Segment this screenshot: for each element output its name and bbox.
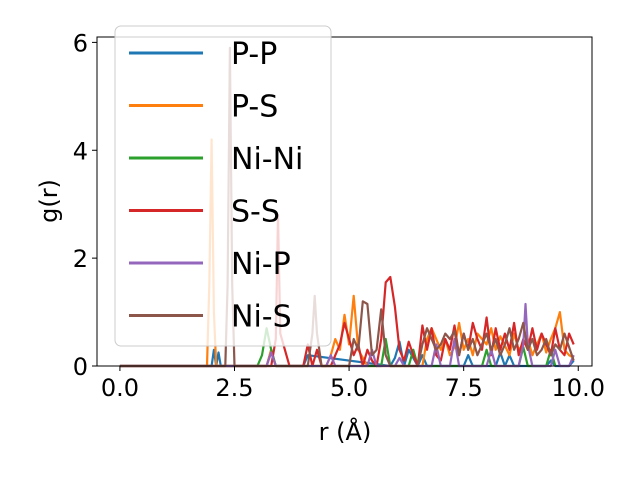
legend: P-P P-S Ni-Ni S-S Ni-P Ni-S bbox=[114, 25, 332, 347]
y-tick-label: 2 bbox=[73, 245, 88, 273]
y-axis-label: g(r) bbox=[35, 179, 63, 223]
y-tick-label: 0 bbox=[73, 353, 88, 381]
legend-label-ni-p: Ni-P bbox=[231, 247, 291, 282]
x-tick-label: 5.0 bbox=[330, 374, 368, 402]
y-tick-label: 6 bbox=[73, 29, 88, 57]
x-axis-label: r (Å) bbox=[319, 417, 372, 446]
legend-label-ni-s: Ni-S bbox=[231, 300, 292, 335]
legend-label-p-s: P-S bbox=[231, 90, 278, 125]
x-tick-label: 0.0 bbox=[101, 374, 139, 402]
series-line-p-p bbox=[119, 340, 575, 368]
plot-frame bbox=[96, 36, 593, 367]
x-axis: 0.0 2.5 5.0 7.5 10.0 bbox=[101, 366, 605, 402]
y-axis: 0 2 4 6 bbox=[73, 29, 97, 381]
y-tick-label: 4 bbox=[73, 137, 88, 165]
legend-box bbox=[114, 25, 332, 347]
x-tick-label: 10.0 bbox=[552, 374, 605, 402]
legend-label-s-s: S-S bbox=[231, 195, 280, 230]
x-tick-label: 2.5 bbox=[215, 374, 253, 402]
x-tick-label: 7.5 bbox=[445, 374, 483, 402]
legend-label-p-p: P-P bbox=[231, 37, 277, 72]
legend-label-ni-ni: Ni-Ni bbox=[231, 142, 303, 177]
